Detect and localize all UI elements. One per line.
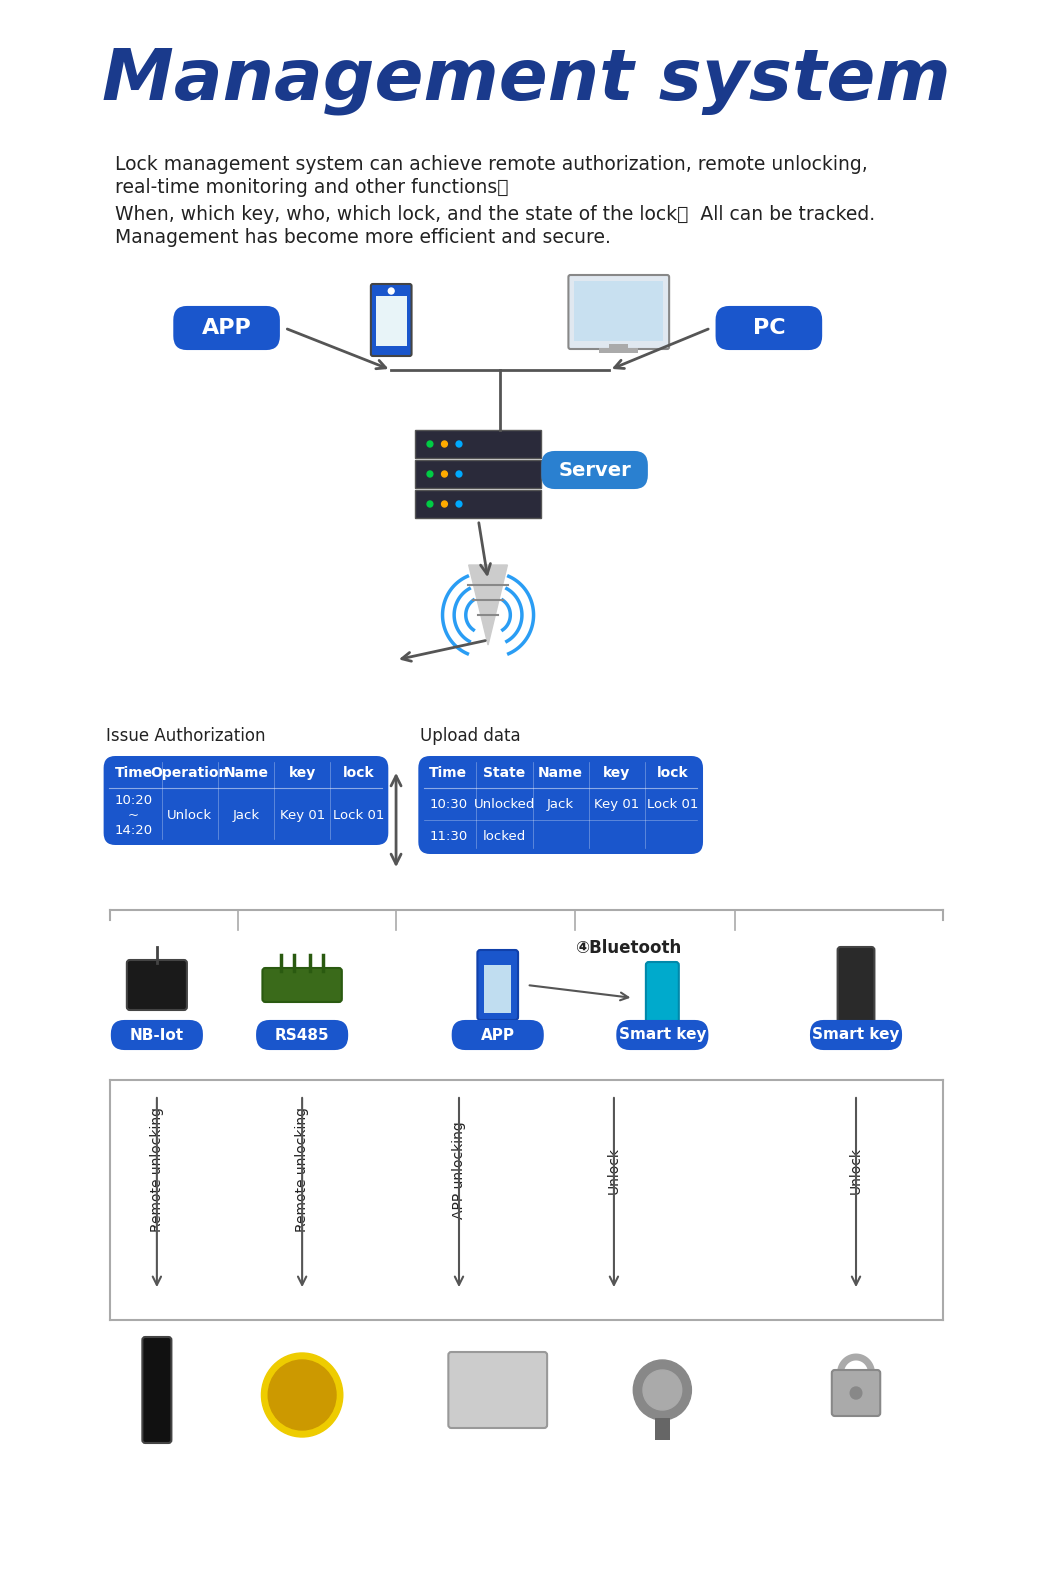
Text: Unlock: Unlock [607, 1147, 621, 1193]
FancyBboxPatch shape [419, 756, 703, 854]
Circle shape [442, 500, 447, 507]
FancyBboxPatch shape [542, 451, 648, 489]
FancyBboxPatch shape [810, 1019, 902, 1049]
FancyBboxPatch shape [142, 1337, 172, 1442]
Text: Time: Time [114, 765, 153, 780]
FancyBboxPatch shape [452, 1019, 544, 1049]
FancyBboxPatch shape [104, 756, 388, 844]
Circle shape [643, 1370, 682, 1411]
FancyBboxPatch shape [837, 947, 874, 1023]
Bar [416, 461, 542, 488]
Text: Smart key: Smart key [619, 1027, 706, 1043]
Circle shape [633, 1360, 691, 1420]
Text: RS485: RS485 [275, 1027, 330, 1043]
Circle shape [850, 1387, 862, 1400]
FancyBboxPatch shape [127, 959, 187, 1010]
Text: real-time monitoring and other functions。: real-time monitoring and other functions… [116, 178, 509, 197]
Circle shape [427, 440, 432, 447]
Text: Remote unlocking: Remote unlocking [149, 1108, 164, 1232]
Text: Name: Name [538, 765, 583, 780]
Text: Server: Server [559, 461, 631, 480]
Text: Unlock: Unlock [849, 1147, 863, 1193]
Text: NB-Iot: NB-Iot [129, 1027, 184, 1043]
Text: Jack: Jack [232, 810, 260, 822]
Text: Management has become more efficient and secure.: Management has become more efficient and… [116, 227, 612, 248]
Circle shape [442, 470, 447, 477]
FancyBboxPatch shape [716, 306, 823, 350]
Text: Key 01: Key 01 [595, 797, 639, 811]
Bar [416, 491, 542, 518]
Circle shape [268, 1360, 336, 1430]
Text: Upload data: Upload data [420, 727, 520, 745]
Polygon shape [469, 565, 508, 645]
FancyBboxPatch shape [257, 1019, 348, 1049]
Bar [655, 1419, 670, 1441]
Text: When, which key, who, which lock, and the state of the lock，  All can be tracked: When, which key, who, which lock, and th… [116, 205, 876, 224]
FancyBboxPatch shape [832, 1370, 880, 1415]
Text: 10:30: 10:30 [429, 797, 467, 811]
Bar [484, 966, 511, 1013]
Text: Lock 01: Lock 01 [648, 797, 699, 811]
FancyBboxPatch shape [263, 967, 341, 1002]
Text: Operation: Operation [151, 765, 229, 780]
Circle shape [388, 289, 394, 294]
Text: Time: Time [429, 765, 467, 780]
Text: Smart key: Smart key [812, 1027, 900, 1043]
Text: Management system: Management system [103, 46, 951, 115]
FancyBboxPatch shape [173, 306, 280, 350]
Text: Name: Name [224, 765, 268, 780]
Circle shape [456, 500, 462, 507]
Circle shape [456, 470, 462, 477]
Text: Issue Authorization: Issue Authorization [106, 727, 265, 745]
FancyBboxPatch shape [371, 284, 411, 357]
Text: APP: APP [481, 1027, 515, 1043]
FancyBboxPatch shape [448, 1352, 547, 1428]
Bar [416, 429, 542, 458]
Circle shape [262, 1352, 342, 1438]
Text: key: key [603, 765, 631, 780]
Text: ④Bluetooth: ④Bluetooth [576, 939, 682, 956]
Text: Remote unlocking: Remote unlocking [295, 1108, 310, 1232]
Text: 11:30: 11:30 [429, 830, 467, 843]
Text: lock: lock [342, 765, 374, 780]
Text: Jack: Jack [547, 797, 575, 811]
Circle shape [456, 440, 462, 447]
Circle shape [442, 440, 447, 447]
Bar [599, 349, 638, 353]
Text: locked: locked [483, 830, 526, 843]
Text: APP unlocking: APP unlocking [452, 1120, 466, 1218]
Text: Unlock: Unlock [167, 810, 212, 822]
Text: Unlocked: Unlocked [474, 797, 535, 811]
Text: Key 01: Key 01 [280, 810, 324, 822]
Text: Lock management system can achieve remote authorization, remote unlocking,: Lock management system can achieve remot… [116, 155, 868, 174]
FancyBboxPatch shape [568, 275, 669, 349]
Circle shape [427, 500, 432, 507]
Bar [375, 297, 407, 346]
Text: APP: APP [201, 319, 251, 338]
FancyBboxPatch shape [111, 1019, 202, 1049]
Text: key: key [288, 765, 316, 780]
FancyBboxPatch shape [646, 963, 678, 1027]
Bar [610, 344, 629, 350]
FancyBboxPatch shape [477, 950, 518, 1019]
FancyBboxPatch shape [616, 1019, 708, 1049]
Circle shape [427, 470, 432, 477]
Text: Lock 01: Lock 01 [333, 810, 384, 822]
Bar [575, 281, 664, 341]
Text: lock: lock [657, 765, 689, 780]
Text: PC: PC [753, 319, 785, 338]
Text: 10:20
~
14:20: 10:20 ~ 14:20 [114, 794, 153, 836]
Text: State: State [483, 765, 526, 780]
